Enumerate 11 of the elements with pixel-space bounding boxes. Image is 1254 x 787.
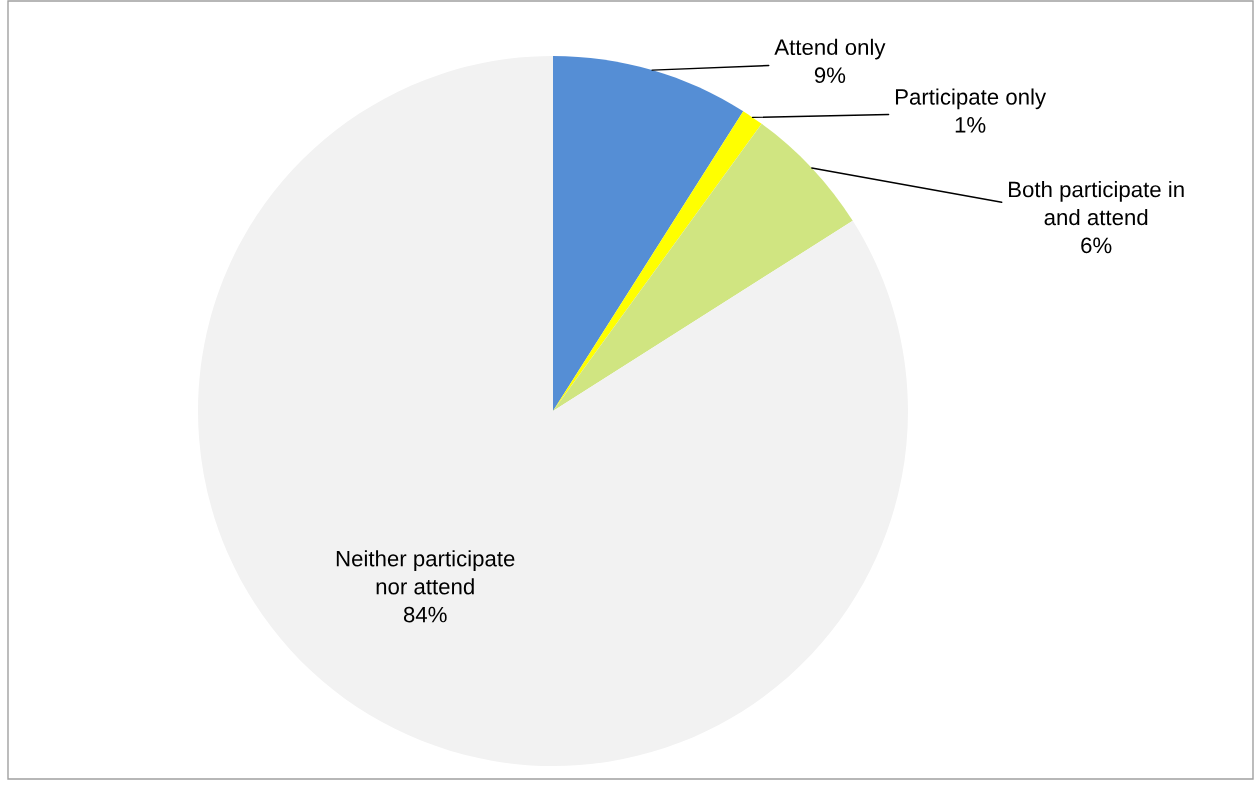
slice-label: Neither participate nor attend [336,550,515,595]
slice-label: Both participate in and attend [1009,180,1184,226]
data-label: 9% [814,67,846,84]
pie-slice [553,111,762,411]
data-label: 6% [1081,237,1112,254]
data-label: 1% [955,117,986,133]
pie-slice [553,56,744,411]
slice-label: Attend only [774,38,886,60]
pie-slice [553,123,853,411]
data-label: 84% [403,606,447,623]
slice-label: Participate only [895,88,1047,110]
